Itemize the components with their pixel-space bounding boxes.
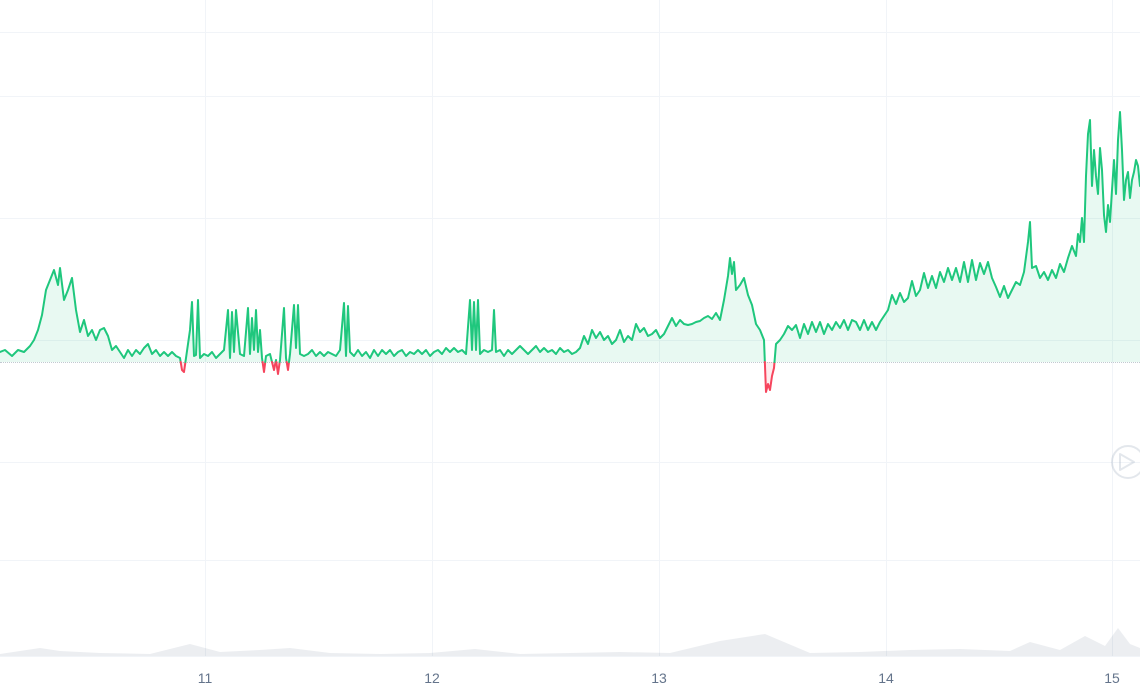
x-tick-label: 13 <box>651 670 667 686</box>
gridline-horizontal <box>0 32 1140 33</box>
gridline-vertical <box>205 0 206 656</box>
price-line <box>0 0 1140 656</box>
gridline-vertical <box>886 0 887 656</box>
x-tick-label: 15 <box>1104 670 1120 686</box>
x-tick-label: 11 <box>198 670 213 686</box>
gridline-vertical <box>659 0 660 656</box>
gridline-vertical <box>432 0 433 656</box>
x-tick-label: 12 <box>424 670 440 686</box>
volume-bars <box>0 0 1140 656</box>
gridline-vertical <box>1112 0 1113 656</box>
price-chart[interactable]: 11 12 13 14 15 <box>0 0 1140 694</box>
gridline-horizontal <box>0 218 1140 219</box>
gridline-horizontal <box>0 340 1140 341</box>
gridline-horizontal <box>0 96 1140 97</box>
gridline-horizontal <box>0 462 1140 463</box>
baseline-previous-close <box>0 362 1140 363</box>
gridline-horizontal <box>0 560 1140 561</box>
gridline-horizontal <box>0 656 1140 657</box>
x-tick-label: 14 <box>878 670 894 686</box>
